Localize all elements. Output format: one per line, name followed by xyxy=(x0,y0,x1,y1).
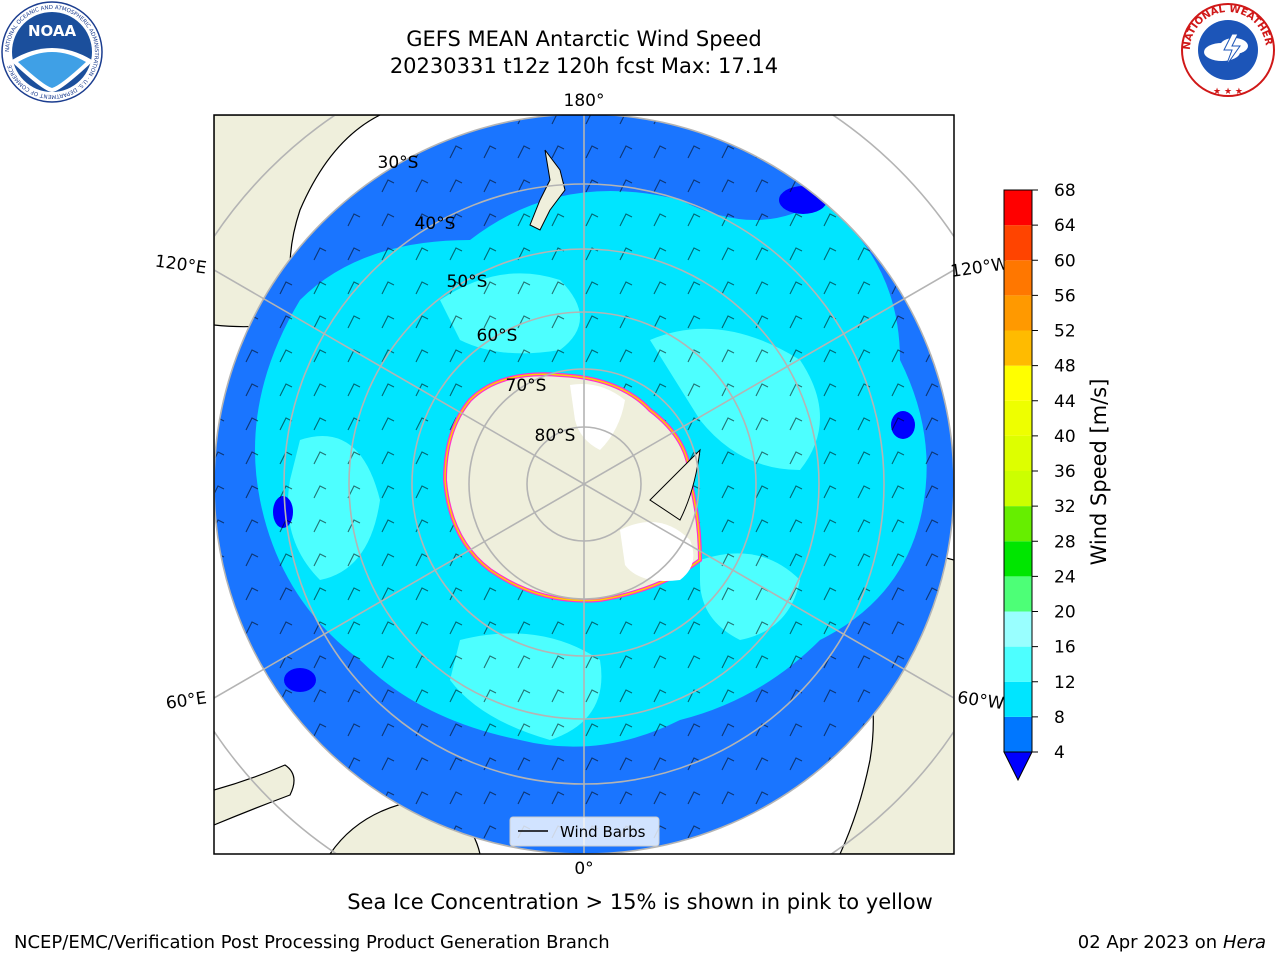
colorbar-tick-label: 60 xyxy=(1054,251,1076,271)
legend-label: Wind Barbs xyxy=(560,823,646,841)
footer-host: Hera xyxy=(1222,932,1266,953)
svg-text:★ ★ ★: ★ ★ ★ xyxy=(1213,87,1243,97)
map-title: GEFS MEAN Antarctic Wind Speed xyxy=(406,27,762,51)
colorbar-bin xyxy=(1004,541,1032,577)
colorbar-tick-label: 20 xyxy=(1054,603,1076,623)
noaa-logo: NOAA NATIONAL OCEANIC AND ATMOSPHERIC AD… xyxy=(1,1,103,103)
colorbar-tick-label: 8 xyxy=(1054,708,1065,728)
colorbar-bin xyxy=(1004,365,1032,401)
lon-label-120e: 120°E xyxy=(154,252,208,279)
colorbar-tick-label: 40 xyxy=(1054,427,1076,447)
colorbar-tick-label: 28 xyxy=(1054,532,1076,552)
colorbar-tick-label: 64 xyxy=(1054,216,1076,236)
colorbar-label: Wind Speed [m/s] xyxy=(1087,379,1111,566)
lat-label-40s: 40°S xyxy=(415,214,456,234)
lat-label-30s: 30°S xyxy=(378,153,419,173)
colorbar-bin xyxy=(1004,330,1032,366)
footer-date-text: 02 Apr 2023 on xyxy=(1077,932,1218,953)
colorbar-tick-label: 24 xyxy=(1054,567,1076,587)
map-subtitle: 20230331 t12z 120h fcst Max: 17.14 xyxy=(389,54,779,78)
nws-logo: NATIONAL WEATHER SERVICE ★ ★ ★ xyxy=(1176,0,1275,97)
wind-barbs-legend: Wind Barbs xyxy=(509,816,660,847)
lon-label-0: 0° xyxy=(574,859,593,879)
colorbar-bin xyxy=(1004,225,1032,261)
colorbar-tick-label: 36 xyxy=(1054,462,1076,482)
lon-label-180: 180° xyxy=(564,91,605,111)
colorbar-bin xyxy=(1004,506,1032,542)
colorbar-tick-label: 4 xyxy=(1054,743,1065,763)
graticule xyxy=(214,115,954,854)
colorbar-bin xyxy=(1004,471,1032,507)
colorbar-bin xyxy=(1004,611,1032,647)
colorbar-tick-label: 48 xyxy=(1054,357,1076,377)
lon-label-120w: 120°W xyxy=(949,254,1009,282)
lat-label-70s: 70°S xyxy=(506,376,547,396)
lat-label-50s: 50°S xyxy=(447,272,488,292)
lat-label-60s: 60°S xyxy=(477,326,518,346)
colorbar-bin xyxy=(1004,716,1032,752)
colorbar-bin xyxy=(1004,190,1032,226)
colorbar-bin xyxy=(1004,260,1032,296)
colorbar-bin xyxy=(1004,435,1032,471)
lon-label-60e: 60°E xyxy=(165,688,208,713)
lon-label-60w: 60°W xyxy=(956,688,1005,714)
colorbar-tick-label: 52 xyxy=(1054,322,1076,342)
colorbar-tick-label: 44 xyxy=(1054,392,1076,412)
colorbar-tick-label: 68 xyxy=(1054,181,1076,201)
colorbar-bin xyxy=(1004,400,1032,436)
footer-credit: NCEP/EMC/Verification Post Processing Pr… xyxy=(14,932,610,953)
lat-label-80s: 80°S xyxy=(535,426,576,446)
colorbar-tick-label: 32 xyxy=(1054,497,1076,517)
footer-date: 02 Apr 2023 on Hera xyxy=(1078,932,1266,953)
colorbar-extend-triangle xyxy=(1003,751,1033,782)
colorbar-bin xyxy=(1004,681,1032,717)
colorbar-tick-label: 56 xyxy=(1054,286,1076,306)
sea-ice-caption: Sea Ice Concentration > 15% is shown in … xyxy=(347,890,933,914)
colorbar-tick-label: 12 xyxy=(1054,673,1076,693)
colorbar-tick-label: 16 xyxy=(1054,638,1076,658)
colorbar-bin xyxy=(1004,295,1032,331)
colorbar-bin xyxy=(1004,646,1032,682)
noaa-logo-text: NOAA xyxy=(28,22,77,40)
colorbar-bin xyxy=(1004,576,1032,612)
